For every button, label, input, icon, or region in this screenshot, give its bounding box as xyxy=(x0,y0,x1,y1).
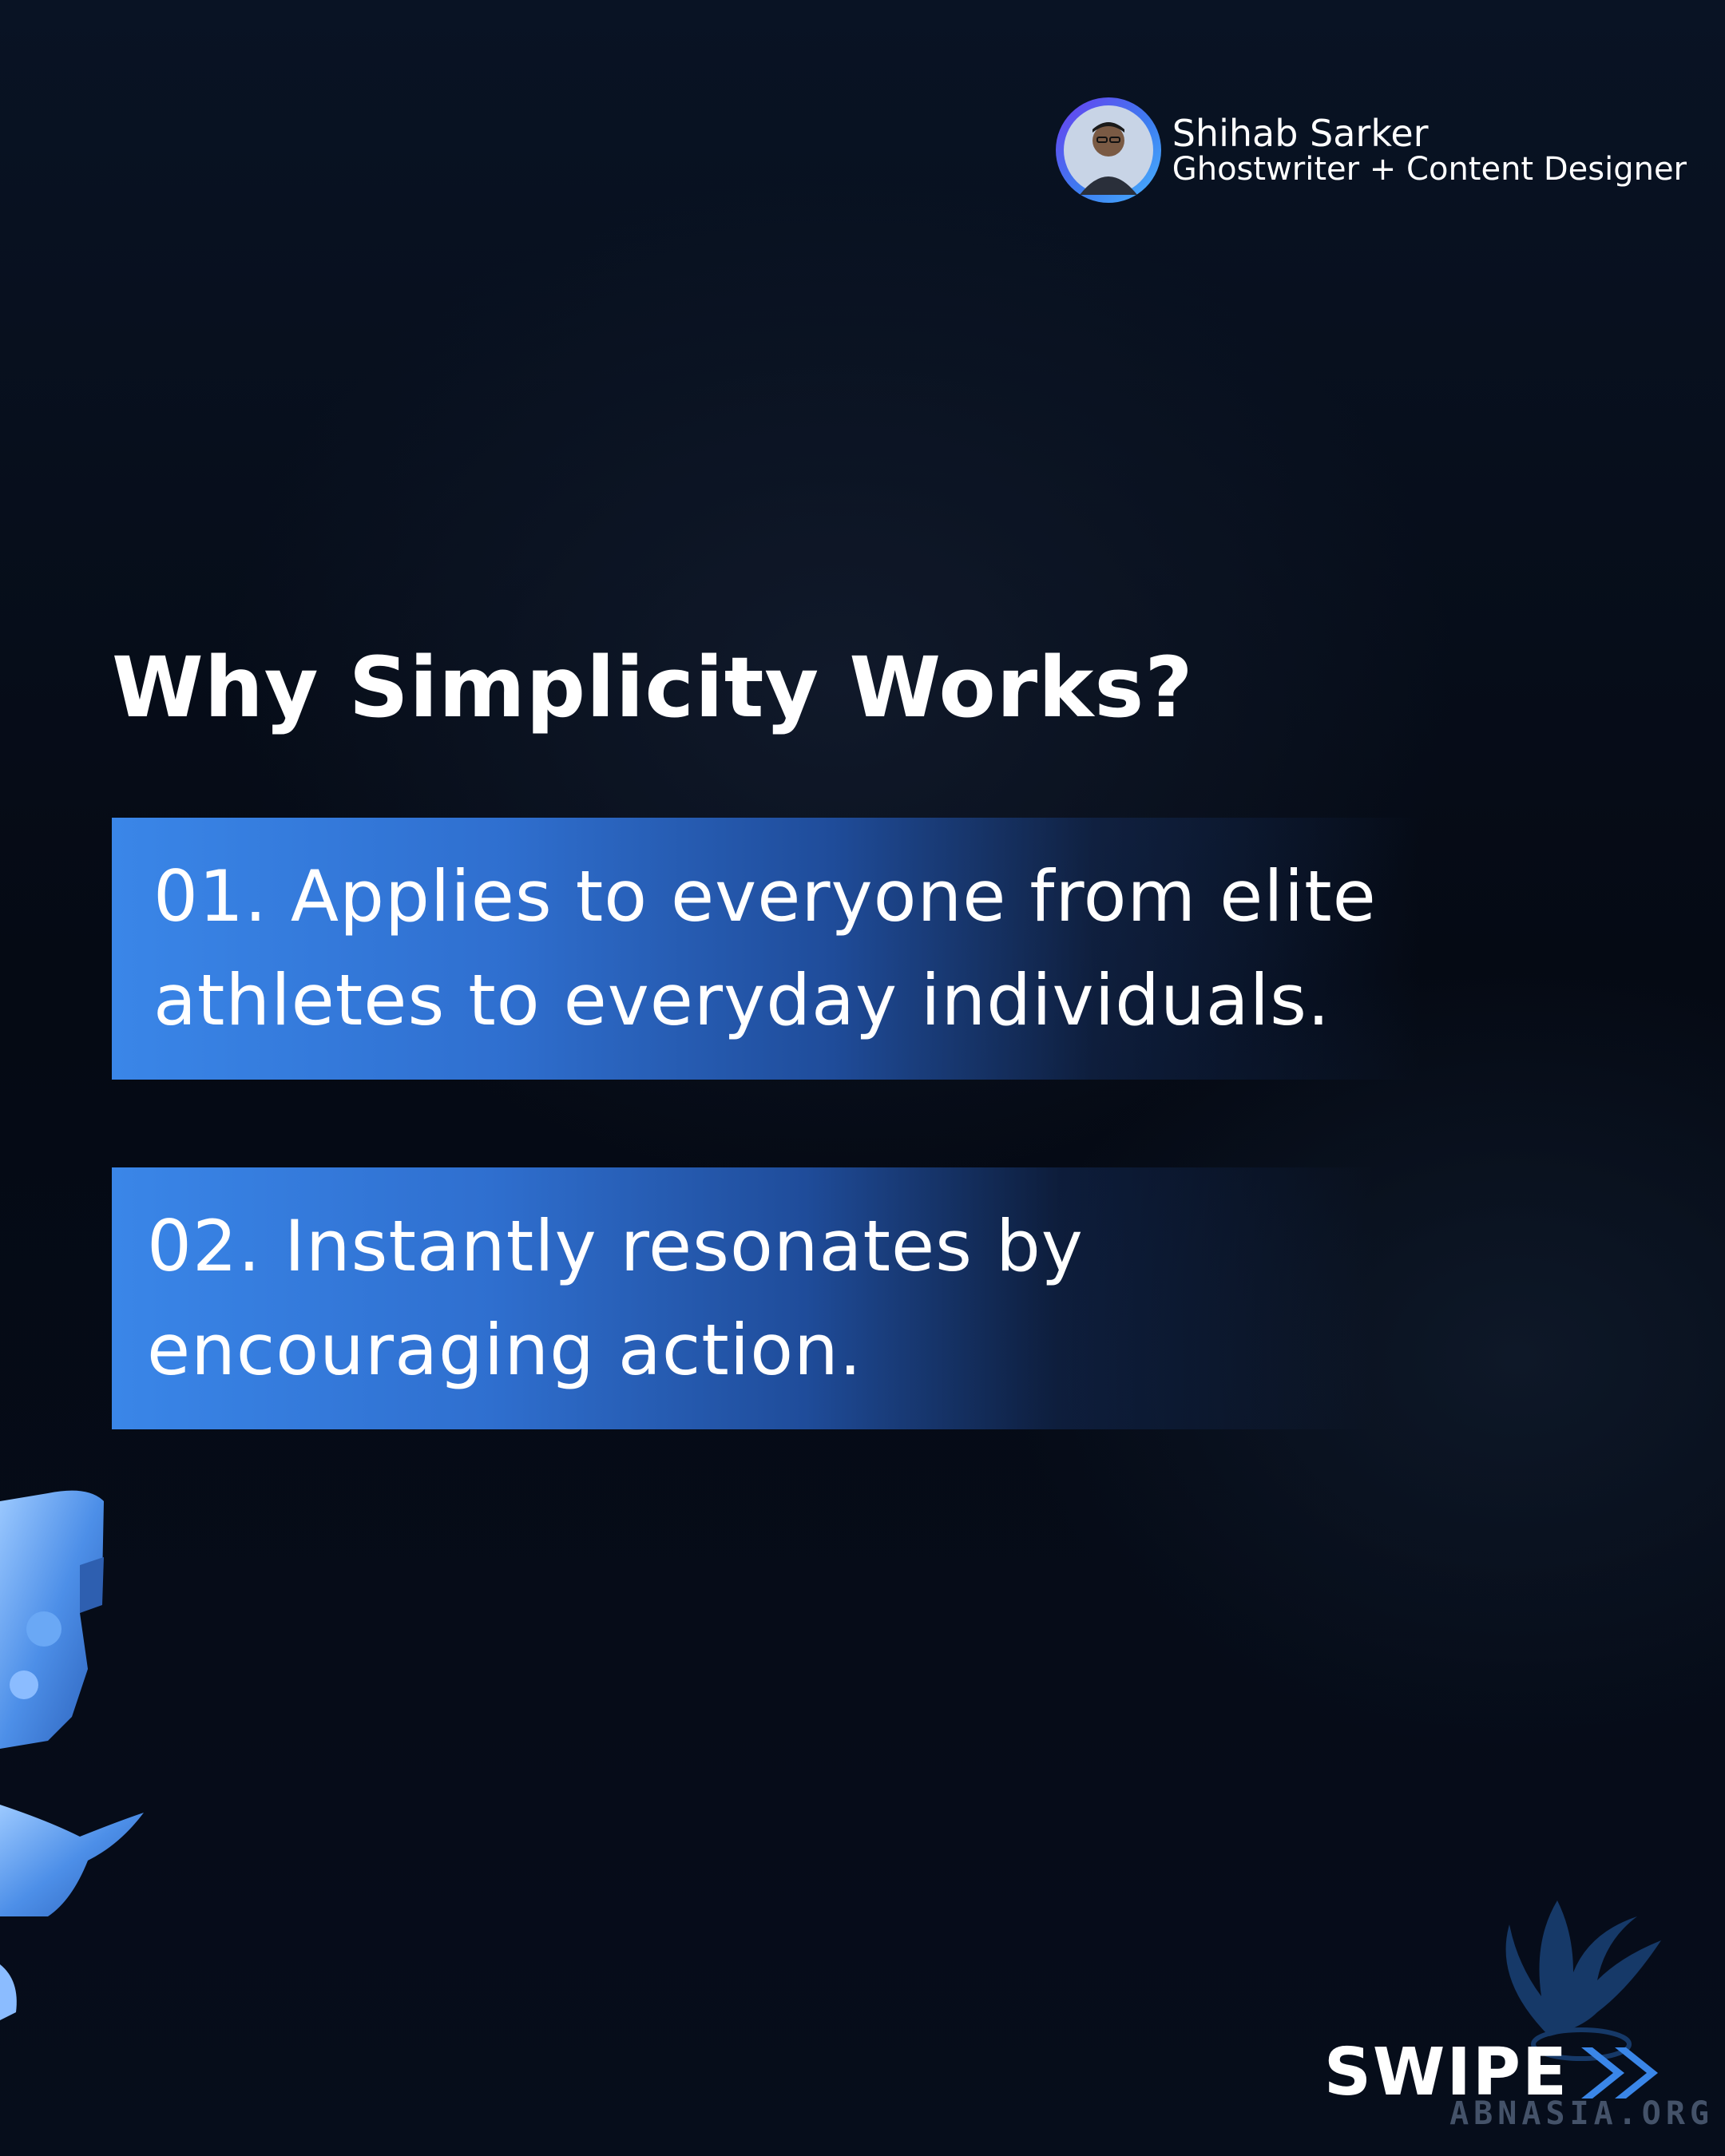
person-avatar-icon xyxy=(1055,97,1161,203)
double-chevron-right-icon xyxy=(1581,2047,1658,2099)
watermark-text: ABNASIA.ORG xyxy=(1449,2095,1714,2132)
author-name: Shihab Sarker xyxy=(1172,111,1429,155)
point-text-1: 01. Applies to everyone from elite athle… xyxy=(153,855,1377,1041)
point-card-1: 01. Applies to everyone from elite athle… xyxy=(112,818,1422,1080)
swipe-indicator[interactable]: SWIPE xyxy=(1324,2035,1669,2110)
point-text-2: 02. Instantly resonates by encouraging a… xyxy=(147,1205,1084,1391)
page-title: Why Simplicity Works? xyxy=(112,639,1194,736)
point-card-2: 02. Instantly resonates by encouraging a… xyxy=(112,1167,1374,1429)
swipe-label: SWIPE xyxy=(1323,2035,1568,2110)
author-role: Ghostwriter + Content Designer xyxy=(1172,151,1687,188)
phoenix-logo-icon xyxy=(1505,1900,1661,2061)
decorative-figure-icon xyxy=(0,1490,144,2020)
author-block: Shihab Sarker Ghostwriter + Content Desi… xyxy=(1055,97,1687,203)
